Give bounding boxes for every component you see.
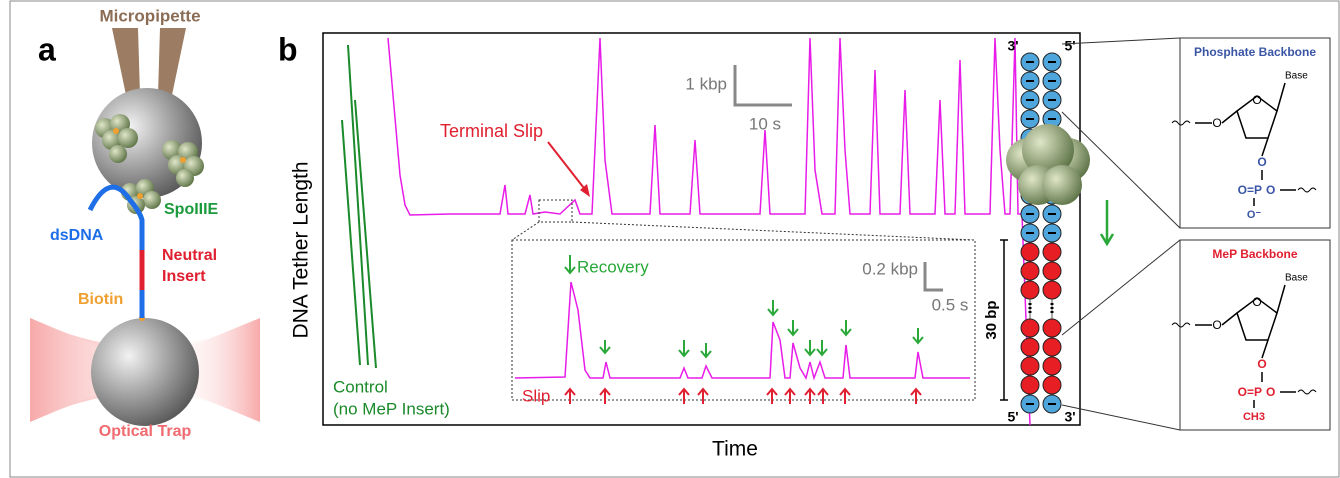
insert-label: Neutral (162, 247, 217, 264)
biotin-label: Biotin (78, 291, 123, 308)
plot-box (322, 32, 1081, 426)
sugar-ring (1236, 95, 1278, 139)
tether-trace (387, 37, 1031, 426)
x-axis-label: Time (712, 438, 758, 461)
terminal-slip-arrow (547, 141, 588, 193)
atom: O=P (1238, 385, 1262, 399)
trap-right (170, 318, 260, 422)
control-label: (no MeP Insert) (333, 399, 450, 418)
mep-unit (1020, 375, 1040, 395)
atom: Base (1285, 273, 1308, 284)
length-label: 30 bp (983, 300, 1000, 339)
mep-unit (1020, 242, 1040, 262)
mep-unit (1042, 356, 1062, 376)
motor-protein (1006, 124, 1090, 205)
slip-arrows (564, 387, 922, 404)
dna-ladder (1020, 52, 1062, 414)
atom: CH3 (1243, 411, 1265, 423)
scale-x-label: 10 s (749, 114, 781, 133)
bead-bottom (91, 318, 199, 426)
panel-label: a (38, 31, 56, 67)
mep-unit (1042, 261, 1062, 281)
mep-unit (1020, 318, 1040, 338)
mep-unit (1042, 375, 1062, 395)
slip-label: Slip (522, 386, 550, 405)
control-label: Control (333, 377, 388, 396)
atom: O (1266, 183, 1275, 197)
strand-end: 3' (1064, 409, 1075, 425)
bonds (1195, 284, 1296, 393)
y-axis-label: DNA Tether Length (290, 161, 313, 338)
strand-end: 5' (1007, 409, 1018, 425)
trap-left (30, 318, 120, 422)
atom: O⁻ (1247, 209, 1262, 221)
strand-end: 3' (1007, 38, 1018, 54)
inset-scale-x-label: 0.5 s (932, 295, 969, 314)
structure-box (1179, 37, 1331, 229)
protein-clusters (95, 114, 204, 214)
direction-arrow (1099, 200, 1115, 247)
atom: O (1252, 295, 1261, 309)
mep-unit (1020, 261, 1040, 281)
frame (9, 0, 1340, 478)
mep-unit (1042, 242, 1062, 262)
arrowhead (580, 184, 590, 197)
atom: O=P (1238, 183, 1262, 197)
inset-box (511, 239, 976, 401)
scale-y-label: 1 kbp (685, 74, 727, 93)
mep-unit (1020, 356, 1040, 376)
structure-box (1179, 239, 1331, 431)
squiggle (1171, 120, 1317, 193)
atom: O (1212, 116, 1221, 130)
recovery-arrows (564, 255, 924, 359)
sugar-ring (1236, 297, 1278, 341)
squiggle (1171, 322, 1317, 395)
structure-title: Phosphate Backbone (1194, 45, 1316, 59)
dna (87, 184, 145, 250)
trap-label: Optical Trap (99, 423, 192, 440)
mep-unit (1042, 280, 1062, 300)
mep-unit (1020, 337, 1040, 357)
bonds (1195, 82, 1296, 191)
terminal-slip-label: Terminal Slip (440, 121, 543, 141)
inset-scale-bar (923, 262, 943, 292)
micropipette (112, 28, 186, 95)
bracket (1000, 239, 1008, 401)
mep-unit (1020, 280, 1040, 300)
mep-unit (1042, 318, 1062, 338)
scale-bar (733, 65, 792, 107)
insert-label: Insert (162, 268, 206, 285)
biotin-stars (113, 128, 186, 321)
structure-title: MeP Backbone (1212, 247, 1297, 261)
inset-scale-y-label: 0.2 kbp (862, 259, 918, 278)
atom: O (1252, 93, 1261, 107)
micropipette-label: Micropipette (99, 6, 200, 25)
atom: Base (1285, 71, 1308, 82)
atom: O (1266, 385, 1275, 399)
inset-trace (514, 281, 970, 381)
zoom-box (538, 199, 573, 223)
callout-lines (1061, 37, 1181, 431)
atom: O (1257, 155, 1266, 169)
atom: O (1257, 357, 1266, 371)
protein-label: SpoIIIE (164, 201, 219, 218)
zoom-lines (511, 221, 976, 241)
panel-label: b (278, 31, 298, 67)
control-traces (341, 44, 377, 369)
mep-unit (1042, 337, 1062, 357)
atom: O (1212, 318, 1221, 332)
recovery-label: Recovery (577, 257, 649, 276)
strand-end: 5' (1064, 38, 1075, 54)
dna-label: dsDNA (50, 227, 104, 244)
